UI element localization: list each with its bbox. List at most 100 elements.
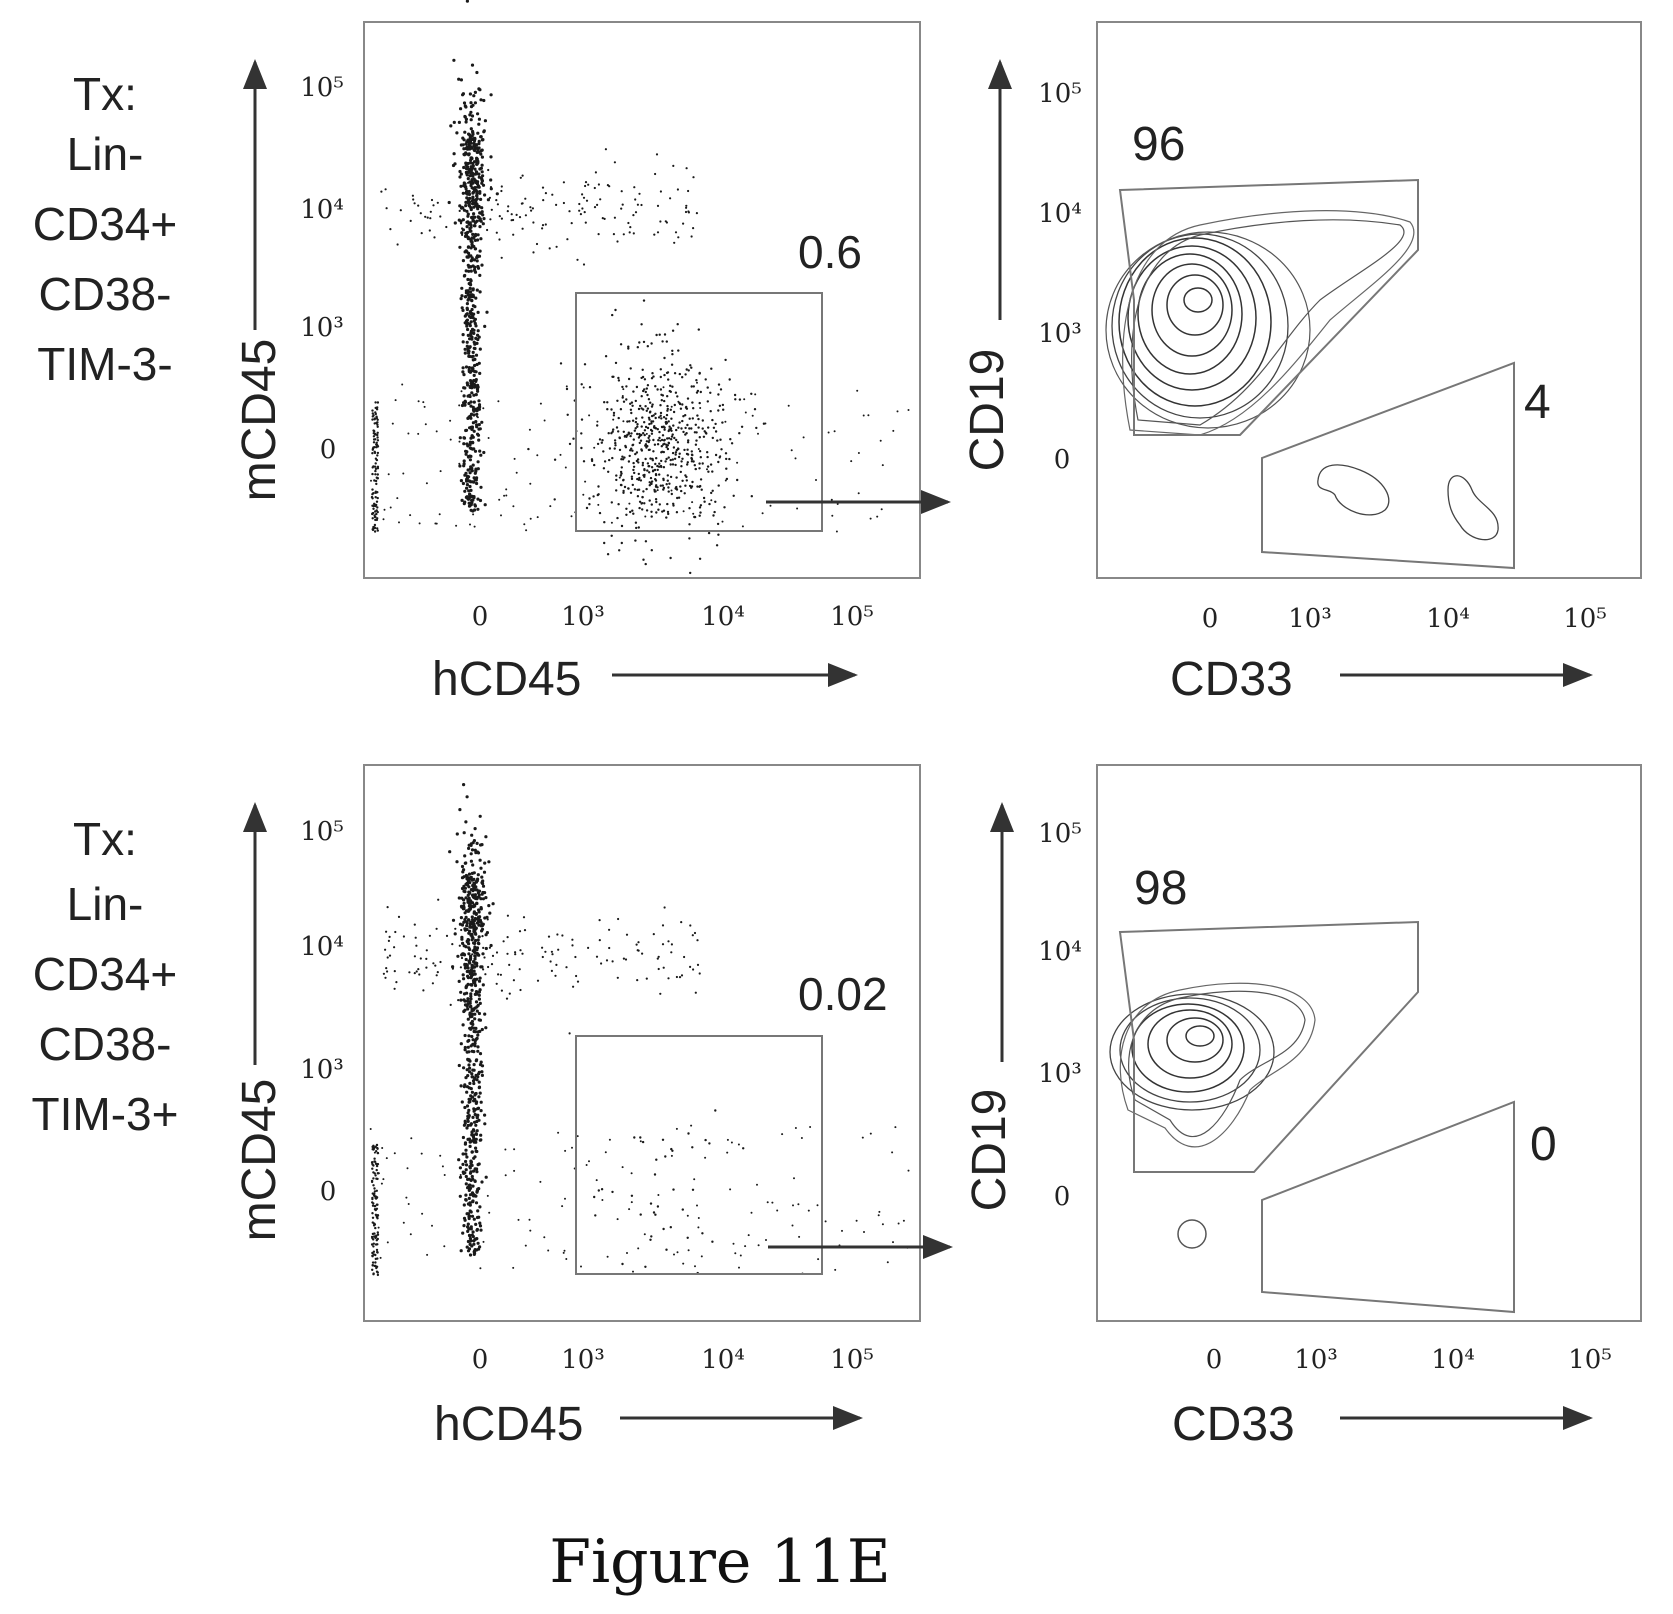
event-dot — [631, 404, 634, 407]
event-dot — [476, 432, 480, 436]
event-dot — [469, 1123, 473, 1127]
row2-condition-line: TIM-3+ — [32, 1088, 179, 1140]
event-dot — [472, 137, 476, 141]
event-dot — [466, 1229, 470, 1233]
event-dot — [543, 1236, 546, 1239]
event-dot — [639, 1140, 642, 1143]
event-dot — [630, 475, 634, 478]
event-dot — [553, 458, 557, 461]
event-dot — [476, 873, 480, 877]
event-dot — [467, 918, 471, 922]
event-dot — [500, 185, 503, 188]
event-dot — [432, 204, 435, 207]
event-dot — [626, 434, 629, 437]
event-dot — [467, 346, 471, 350]
event-dot — [574, 955, 577, 959]
event-dot — [484, 1175, 488, 1179]
event-dot — [678, 452, 681, 455]
event-dot — [479, 1267, 482, 1270]
event-dot — [679, 470, 682, 474]
event-dot — [601, 217, 604, 220]
event-dot — [470, 871, 474, 876]
event-dot — [388, 954, 392, 957]
plot-frame — [363, 764, 921, 1322]
x-tick-label: 0 — [472, 1345, 489, 1375]
event-dot — [466, 214, 470, 218]
event-dot — [468, 484, 472, 489]
event-dot — [653, 425, 656, 428]
event-dot — [458, 462, 461, 465]
event-dot — [506, 210, 509, 213]
plot-frame — [1096, 21, 1642, 579]
event-dot — [384, 948, 387, 951]
event-dot — [650, 515, 653, 518]
event-dot — [466, 1212, 470, 1216]
event-dot — [371, 1221, 374, 1224]
event-dot — [471, 350, 475, 354]
event-dot — [633, 429, 636, 432]
event-dot — [603, 217, 606, 220]
event-dot — [536, 979, 540, 982]
event-dot — [614, 361, 618, 365]
event-dot — [628, 420, 631, 423]
event-dot — [460, 886, 465, 891]
event-dot — [467, 314, 471, 318]
event-dot — [673, 1253, 675, 1256]
event-dot — [468, 200, 471, 203]
event-dot — [661, 340, 664, 343]
event-dot — [471, 1008, 475, 1012]
event-dot — [757, 1244, 760, 1247]
event-dot — [856, 389, 859, 392]
event-dot — [701, 419, 704, 422]
event-dot — [467, 1050, 471, 1054]
event-dot — [372, 1273, 375, 1276]
event-dot — [506, 936, 509, 939]
event-dot — [682, 510, 685, 513]
event-dot — [472, 896, 476, 900]
event-dot — [413, 923, 416, 926]
event-dot — [541, 946, 544, 949]
event-dot — [670, 1147, 673, 1151]
row2-condition-line: Lin- — [67, 878, 144, 930]
event-dot — [471, 1234, 475, 1239]
event-dot — [593, 206, 597, 209]
event-dot — [474, 179, 478, 183]
event-dot — [629, 408, 633, 411]
event-dot — [613, 439, 617, 442]
event-dot — [466, 1117, 470, 1121]
event-dot — [394, 930, 397, 934]
event-dot — [607, 470, 610, 473]
event-dot — [717, 533, 720, 536]
event-dot — [435, 430, 438, 433]
event-dot — [480, 263, 484, 267]
event-dot — [841, 1229, 843, 1232]
event-dot — [668, 428, 672, 431]
event-dot — [693, 431, 697, 434]
x-tick-label: 0 — [472, 602, 489, 632]
event-dot — [483, 1122, 487, 1126]
event-dot — [374, 438, 377, 441]
event-dot — [469, 970, 474, 974]
event-dot — [644, 405, 647, 408]
event-dot — [581, 193, 584, 196]
event-dot — [371, 1216, 375, 1220]
event-dot — [485, 931, 489, 935]
event-dot — [615, 489, 618, 492]
event-dot — [372, 1148, 375, 1151]
event-dot — [659, 375, 662, 379]
event-dot — [656, 957, 659, 960]
event-dot — [489, 186, 493, 189]
event-dot — [655, 1158, 658, 1161]
event-dot — [386, 906, 389, 909]
gate-polygon-b-cells — [1118, 178, 1419, 436]
event-dot — [477, 1095, 481, 1099]
event-dot — [572, 437, 575, 440]
event-dot — [638, 434, 642, 438]
event-dot — [464, 1182, 468, 1186]
event-dot — [741, 525, 744, 528]
event-dot — [371, 472, 374, 476]
event-dot — [671, 329, 675, 332]
event-dot — [471, 129, 475, 134]
event-dot — [376, 1151, 380, 1155]
event-dot — [473, 449, 478, 453]
